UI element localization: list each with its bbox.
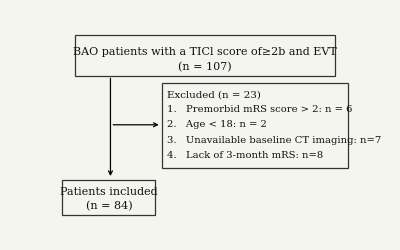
Text: BAO patients with a TICl score of≥2b and EVT: BAO patients with a TICl score of≥2b and… (73, 47, 337, 57)
Text: (n = 107): (n = 107) (178, 62, 232, 72)
Text: Excluded (n = 23): Excluded (n = 23) (167, 90, 261, 99)
Text: Patients included: Patients included (60, 187, 158, 197)
Text: (n = 84): (n = 84) (86, 200, 132, 210)
Text: 2.   Age < 18: n = 2: 2. Age < 18: n = 2 (167, 120, 267, 129)
Text: 3.   Unavailable baseline CT imaging: n=7: 3. Unavailable baseline CT imaging: n=7 (167, 135, 382, 144)
Bar (62, 180, 155, 215)
Text: 1.   Premorbid mRS score > 2: n = 6: 1. Premorbid mRS score > 2: n = 6 (167, 104, 352, 114)
Bar (162, 84, 348, 168)
Text: 4.   Lack of 3-month mRS: n=8: 4. Lack of 3-month mRS: n=8 (167, 151, 324, 160)
Bar (75, 36, 335, 76)
